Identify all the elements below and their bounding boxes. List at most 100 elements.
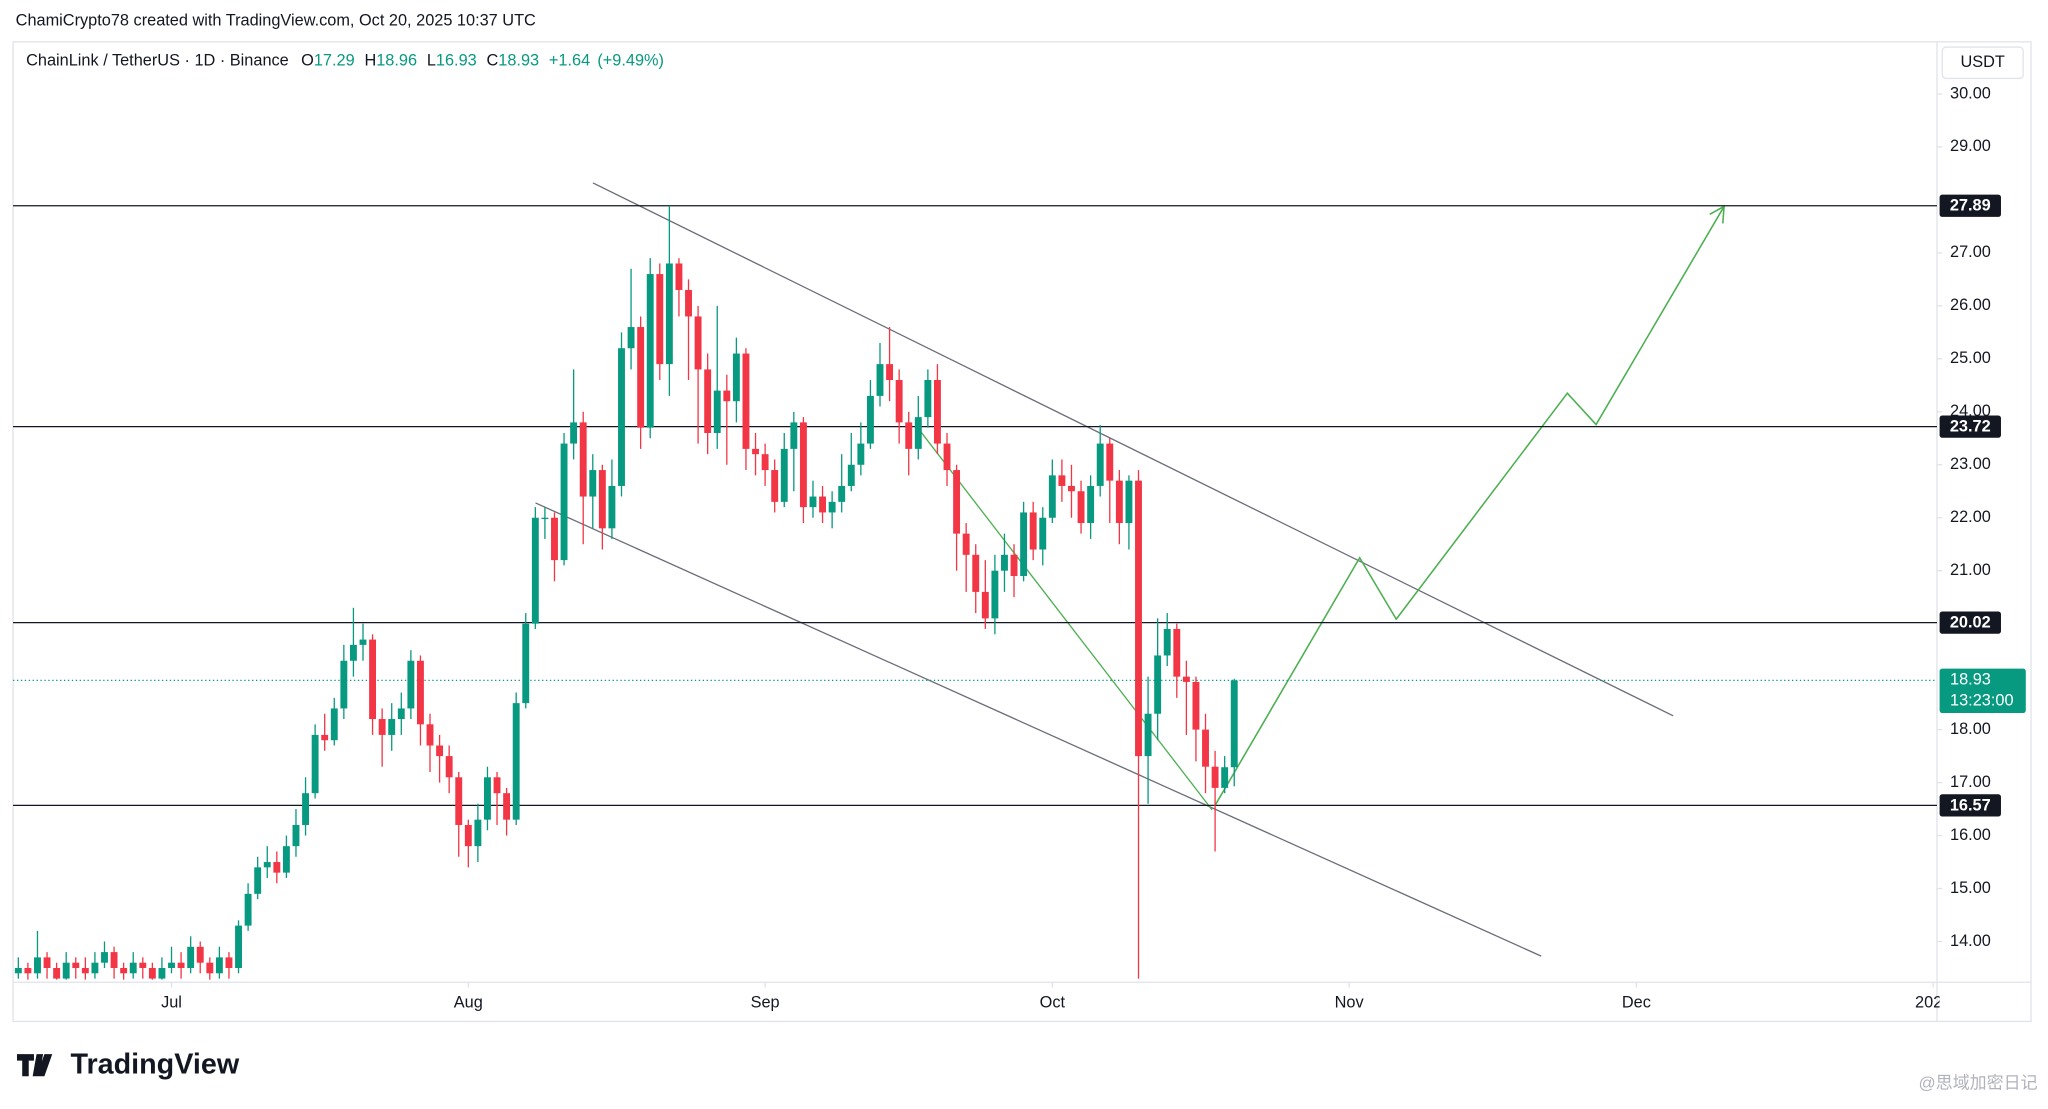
candle-body [866, 395, 874, 444]
candle-body [416, 660, 424, 725]
candle-body [1173, 628, 1181, 677]
candle-body [579, 422, 587, 497]
ohlc-value: 16.93 [436, 52, 477, 70]
candle-body [244, 893, 252, 926]
candle-body [187, 946, 195, 968]
x-tick-label: Oct [1040, 993, 1066, 1011]
candle-body [311, 734, 319, 794]
candle-body [1106, 443, 1114, 481]
candle-body [933, 380, 941, 444]
countdown: 13:23:00 [1950, 692, 2014, 710]
candle-body [1154, 655, 1162, 714]
candle-body [263, 862, 271, 868]
x-tick-label: Aug [454, 993, 483, 1011]
candle-body [455, 777, 463, 825]
candle-body [1058, 475, 1066, 486]
candle-body [388, 719, 396, 735]
candle-body [589, 470, 597, 497]
candle-body [359, 639, 367, 645]
candle-body [407, 660, 415, 709]
candle-body [302, 793, 309, 825]
candle-body [723, 390, 731, 402]
candle-body [914, 417, 922, 449]
candle-body [91, 962, 99, 974]
candle-body [62, 962, 70, 979]
candle-body [1001, 554, 1008, 571]
change: +1.64 [549, 52, 590, 70]
candle-body [895, 380, 903, 423]
candle-body [43, 957, 51, 968]
x-tick-label: Jul [161, 993, 182, 1011]
legend: ChainLink / TetherUS · 1D · Binance O17.… [26, 52, 664, 70]
currency-button[interactable] [1941, 46, 2024, 80]
y-tick-label: 24.00 [1950, 402, 1991, 420]
candle-body [206, 962, 214, 974]
candle-body [321, 734, 329, 741]
candle-body [1135, 480, 1142, 757]
candle-body [1029, 512, 1037, 550]
candle-body [1211, 766, 1219, 788]
candle-body [560, 443, 568, 561]
candle-body [1144, 713, 1152, 757]
y-tick-label: 15.00 [1950, 879, 1991, 897]
candle-body [780, 448, 788, 502]
candle-body [761, 454, 769, 471]
candle-body [838, 485, 846, 502]
candle-body [1202, 729, 1209, 767]
ohlc-value: 18.96 [376, 52, 417, 70]
candle-body [1163, 628, 1171, 656]
level-label: 27.89 [1950, 197, 1991, 215]
candle-body [464, 824, 472, 847]
candle-body [809, 496, 817, 508]
decline-path [917, 428, 1213, 811]
candle-body [254, 867, 262, 894]
candle-body [168, 962, 175, 968]
logo: TradingView [16, 1048, 240, 1080]
candle-body [608, 485, 616, 529]
credit: ChamiCrypto78 created with TradingView.c… [16, 11, 536, 29]
candle-body [1039, 517, 1047, 550]
candle-body [148, 967, 156, 979]
projection-arrowhead [1709, 205, 1725, 224]
candle-body [541, 517, 549, 520]
candle-body [1068, 485, 1075, 492]
candle-body [1182, 676, 1190, 682]
y-tick-label: 23.00 [1950, 455, 1991, 473]
level-label-box [1939, 611, 2001, 634]
candle-body [981, 591, 989, 619]
candle-body [857, 443, 865, 465]
candle-body [474, 819, 482, 847]
candle-body [531, 517, 539, 624]
symbol: ChainLink / TetherUS · 1D · Binance [26, 52, 289, 70]
candle-body [1230, 680, 1238, 768]
candle-body [732, 353, 740, 402]
candle-body [282, 846, 290, 873]
candle-body [598, 470, 606, 529]
candle-body [847, 464, 855, 486]
candle-body [876, 364, 884, 396]
candle-body [493, 777, 501, 794]
candle-body [110, 952, 118, 968]
y-tick-label: 14.00 [1950, 932, 1991, 950]
candle-body [1125, 480, 1133, 524]
candle-body [177, 962, 185, 968]
candle-body [991, 570, 999, 619]
x-tick-label: Dec [1622, 993, 1651, 1011]
candle-body [646, 274, 654, 428]
candle-body [1077, 491, 1085, 524]
candle-body [139, 962, 147, 968]
candle-body [512, 703, 520, 820]
ohlc-label: L [427, 52, 436, 70]
y-tick-label: 27.00 [1950, 243, 1991, 261]
level-label: 23.72 [1950, 418, 1991, 436]
level-label-box [1939, 194, 2001, 217]
candle-body [81, 967, 89, 974]
candle-body [340, 660, 348, 709]
candle-body [799, 422, 807, 508]
candle-body [349, 644, 357, 661]
candle-body [694, 316, 702, 370]
candle-body [34, 957, 41, 974]
candle-body [1087, 485, 1095, 524]
candle-body [273, 862, 281, 873]
